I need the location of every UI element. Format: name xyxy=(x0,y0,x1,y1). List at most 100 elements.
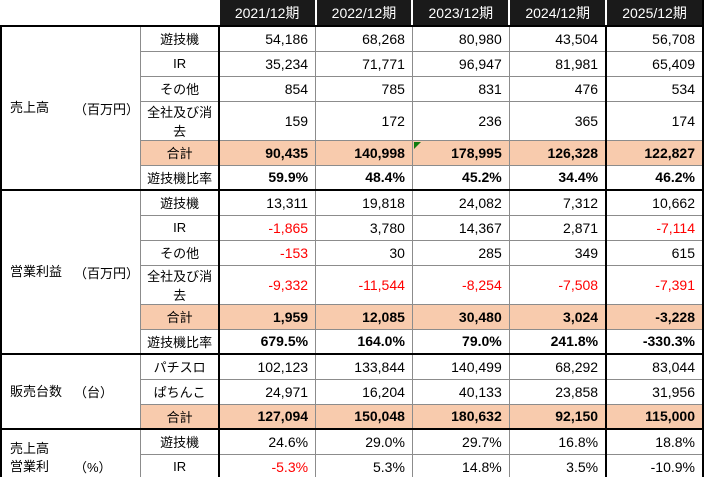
row-category-cell: パチスロ xyxy=(140,353,220,380)
cell-value: 19,818 xyxy=(362,194,405,211)
row-category-cell: その他 xyxy=(140,239,220,266)
cell-value: 92,150 xyxy=(555,408,599,425)
cell-value: 349 xyxy=(574,244,599,261)
cell-value: 127,094 xyxy=(257,408,309,425)
value-cell: 285 xyxy=(411,239,510,266)
row-category-cell: ぱちんこ xyxy=(140,378,220,405)
group-label-cell: 売上高 （百万円） xyxy=(0,25,142,190)
group-label: 売上高営業利益率（%） xyxy=(2,440,140,477)
year-column-header: 2023/12期 xyxy=(411,0,510,27)
cell-value: 43,504 xyxy=(555,30,599,47)
value-cell: 34.4% xyxy=(508,164,607,191)
value-cell: 14,367 xyxy=(411,214,510,241)
value-cell: 534 xyxy=(605,75,704,102)
value-cell: 365 xyxy=(508,100,607,141)
value-cell: 2,871 xyxy=(508,214,607,241)
cell-value: -1,865 xyxy=(268,219,309,236)
value-cell: 29.7% xyxy=(411,428,510,455)
value-cell: 159 xyxy=(217,100,317,141)
value-cell: 16.8% xyxy=(508,428,607,455)
value-cell: 7,312 xyxy=(508,189,607,216)
cell-value: 65,409 xyxy=(652,55,695,72)
value-cell: 23,858 xyxy=(508,378,607,405)
table-body: 売上高 （百万円） 遊技機 54,186 68,268 80,980 43,504 56,70… xyxy=(0,25,704,477)
cell-value: 45.2% xyxy=(462,169,502,186)
table-row: 合計 127,094 150,048 180,632 92,150 115,000 xyxy=(1,403,704,430)
cell-value: 3,780 xyxy=(369,219,405,236)
value-cell: -330.3% xyxy=(605,328,704,355)
cell-value: 679.5% xyxy=(260,333,309,350)
value-cell: 126,328 xyxy=(508,139,607,166)
cell-value: 285 xyxy=(478,244,502,261)
cell-value: 56,708 xyxy=(652,30,695,47)
header-row: 2021/12期 2022/12期 2023/12期 2024/12期 2025/12期 xyxy=(1,0,704,27)
cell-value: -10.9% xyxy=(650,458,695,475)
table-row: IR -5.3% 5.3% 14.8% 3.5% -10.9% xyxy=(1,453,704,477)
cell-value: 40,133 xyxy=(458,383,502,400)
value-cell: 30,480 xyxy=(411,303,510,330)
table-header: 2021/12期 2022/12期 2023/12期 2024/12期 2025/12期 xyxy=(1,0,704,27)
cell-value: -330.3% xyxy=(642,333,695,350)
value-cell: 54,186 xyxy=(217,25,317,52)
cell-value: 35,234 xyxy=(265,55,309,72)
cell-value: 236 xyxy=(478,112,502,129)
group-label-unit: （台） xyxy=(74,385,114,400)
value-cell: 90,435 xyxy=(217,139,317,166)
value-cell: 83,044 xyxy=(605,353,704,380)
cell-value: 29.7% xyxy=(462,433,502,450)
cell-value: 81,981 xyxy=(555,55,599,72)
cell-value: 122,827 xyxy=(644,144,695,161)
cell-value: 24,971 xyxy=(265,383,309,400)
value-cell: 3,024 xyxy=(508,303,607,330)
value-cell: -7,391 xyxy=(605,264,704,305)
value-cell: 679.5% xyxy=(217,328,317,355)
year-column-header: 2022/12期 xyxy=(314,0,413,27)
group-label-line: 売上高 xyxy=(10,100,50,115)
cell-value: 96,947 xyxy=(458,55,502,72)
cell-value: 16,204 xyxy=(362,383,405,400)
row-category-cell: 遊技機 xyxy=(140,189,220,216)
value-cell: 18.8% xyxy=(605,428,704,455)
cell-value: 2,871 xyxy=(563,219,599,236)
value-cell: 122,827 xyxy=(605,139,704,166)
value-cell: 35,234 xyxy=(217,50,317,77)
cell-value: 24,082 xyxy=(458,194,502,211)
cell-value: 34.4% xyxy=(558,169,599,186)
cell-value: 615 xyxy=(671,244,695,261)
table-row: その他 854 785 831 476 534 xyxy=(1,75,704,102)
group-label-line: 売上高 xyxy=(10,440,50,456)
table-row: その他 -153 30 285 349 615 xyxy=(1,239,704,266)
cell-value: 59.9% xyxy=(268,169,309,186)
value-cell: -153 xyxy=(217,239,317,266)
cell-value: 174 xyxy=(671,112,695,129)
value-cell: 92,150 xyxy=(508,403,607,430)
group-label-cell: 販売台数 （台） xyxy=(0,353,142,429)
cell-value: 30 xyxy=(389,244,405,261)
group-label-name: 売上高 xyxy=(10,99,74,117)
cell-value: 133,844 xyxy=(354,358,405,375)
row-category-cell: 遊技機比率 xyxy=(140,328,220,355)
value-cell: -9,332 xyxy=(217,264,317,305)
value-cell: 71,771 xyxy=(315,50,413,77)
value-cell: -7,114 xyxy=(605,214,704,241)
cell-value: 68,292 xyxy=(555,358,599,375)
table-row: 営業利益 （百万円） 遊技機 13,311 19,818 24,082 7,312 10,66… xyxy=(0,189,704,354)
value-cell: -11,544 xyxy=(315,264,413,305)
value-cell: 150,048 xyxy=(315,403,413,430)
value-cell: 10,662 xyxy=(605,189,704,216)
cell-value: 79.0% xyxy=(462,333,502,350)
cell-value: 854 xyxy=(284,80,309,97)
cell-value: 90,435 xyxy=(265,144,309,161)
row-category-cell: 合計 xyxy=(140,139,220,166)
group-label-unit: （%） xyxy=(74,460,112,475)
value-cell: 56,708 xyxy=(605,25,704,52)
cell-value: 31,956 xyxy=(652,383,695,400)
group-label-unit: （百万円） xyxy=(74,265,140,281)
cell-value: 18.8% xyxy=(655,433,695,450)
value-cell: 80,980 xyxy=(411,25,510,52)
value-cell: 174 xyxy=(605,100,704,141)
cell-value: 1,959 xyxy=(273,308,309,325)
value-cell: 615 xyxy=(605,239,704,266)
year-column-header: 2025/12期 xyxy=(605,0,704,27)
